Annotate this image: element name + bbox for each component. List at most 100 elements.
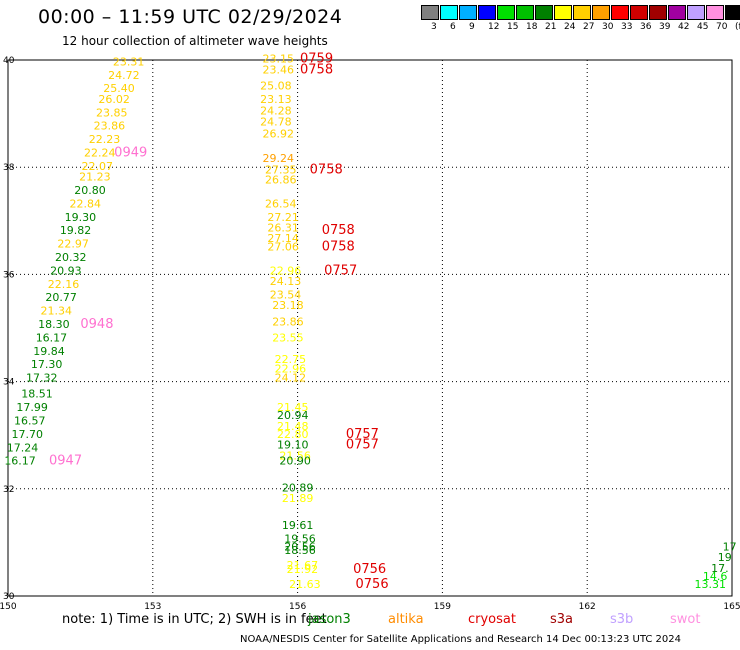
legend-swatch bbox=[649, 5, 667, 20]
wave-height-label: 23.15 bbox=[263, 53, 295, 66]
legend-label: 42 bbox=[678, 22, 690, 32]
lat-tick-label: 40 bbox=[3, 56, 15, 66]
wave-height-label: 23.46 bbox=[263, 63, 295, 76]
pass-time-label: 0947 bbox=[49, 454, 82, 469]
wave-height-label: 19.84 bbox=[33, 345, 65, 358]
pass-time-label: 0756 bbox=[353, 562, 386, 577]
wave-height-label: 18.56 bbox=[284, 544, 316, 557]
pass-time-label: 0758 bbox=[300, 62, 333, 77]
wave-height-label: 27.14 bbox=[267, 232, 299, 245]
wave-height-label: 20.80 bbox=[74, 184, 106, 197]
legend-swatch bbox=[668, 5, 686, 20]
wave-height-label: 21.63 bbox=[289, 578, 321, 591]
wave-height-label: 23.86 bbox=[272, 315, 304, 328]
lon-tick-label: 156 bbox=[289, 602, 306, 612]
wave-height-label: 26.02 bbox=[98, 93, 130, 106]
wave-height-label: 25.40 bbox=[103, 82, 135, 95]
legend-label: (ft) bbox=[735, 22, 740, 32]
wave-height-label: 22.07 bbox=[82, 160, 114, 173]
page-title: 00:00 – 11:59 UTC 02/29/2024 bbox=[38, 6, 343, 28]
pass-time-label: 0758 bbox=[322, 239, 355, 254]
wave-height-label: 23.85 bbox=[96, 106, 128, 119]
wave-height-label: 26.54 bbox=[265, 197, 297, 210]
wave-height-label: 23.54 bbox=[270, 289, 302, 302]
wave-height-label: 20.89 bbox=[282, 481, 314, 494]
legend-label: 27 bbox=[583, 22, 595, 32]
legend-swatch bbox=[725, 5, 740, 20]
wave-height-label: 22.97 bbox=[57, 238, 89, 251]
pass-time-label: 0758 bbox=[322, 223, 355, 238]
wave-height-label: 17 bbox=[723, 540, 737, 553]
legend-swatch bbox=[497, 5, 515, 20]
wave-height-label: 21.56 bbox=[279, 449, 311, 462]
legend-label: 36 bbox=[640, 22, 652, 32]
legend-label: 30 bbox=[602, 22, 614, 32]
page-subtitle: 12 hour collection of altimeter wave hei… bbox=[62, 34, 328, 48]
footer-credit: NOAA/NESDIS Center for Satellite Applica… bbox=[240, 634, 682, 645]
wave-height-label: 26.86 bbox=[265, 173, 297, 186]
wave-height-label: 21.48 bbox=[277, 420, 309, 433]
wave-height-label: 14.6 bbox=[703, 570, 728, 583]
wave-height-label: 23.55 bbox=[272, 331, 304, 344]
legend-swatch bbox=[535, 5, 553, 20]
lat-tick-label: 36 bbox=[3, 270, 15, 280]
wave-height-label: 17.70 bbox=[12, 428, 44, 441]
lat-tick-label: 32 bbox=[3, 485, 14, 495]
lat-tick-label: 38 bbox=[3, 163, 15, 173]
satellite-label-jason3: jason3 bbox=[308, 612, 351, 627]
legend-swatch bbox=[421, 5, 439, 20]
satellite-label-swot: swot bbox=[670, 612, 701, 627]
wave-height-label: 20.93 bbox=[50, 264, 82, 277]
wave-height-label: 21.92 bbox=[287, 563, 319, 576]
wave-height-label: 26.31 bbox=[267, 222, 299, 235]
satellite-label-altika: altika bbox=[388, 612, 424, 627]
wave-height-label: 16.17 bbox=[36, 331, 68, 344]
legend-label: 45 bbox=[697, 22, 709, 32]
wave-height-label: 22.24 bbox=[84, 146, 116, 159]
wave-height-label: 26.92 bbox=[263, 128, 295, 141]
wave-height-label: 23.13 bbox=[260, 93, 292, 106]
wave-height-label: 27.21 bbox=[267, 211, 299, 224]
wave-height-label: 22.16 bbox=[48, 278, 80, 291]
wave-height-label: 22.96 bbox=[275, 362, 307, 375]
lat-tick-label: 34 bbox=[3, 378, 15, 388]
wave-height-label: 17.24 bbox=[7, 441, 39, 454]
wave-height-label: 24.12 bbox=[275, 372, 307, 385]
wave-height-label: 21.23 bbox=[79, 171, 111, 184]
wave-height-label: 22.23 bbox=[89, 133, 121, 146]
wave-height-label: 27.35 bbox=[265, 164, 297, 177]
wave-height-label: 21.67 bbox=[287, 559, 319, 572]
wave-height-label: 16.57 bbox=[14, 414, 46, 427]
legend-label: 6 bbox=[450, 22, 456, 32]
wave-height-label: 24.78 bbox=[260, 115, 292, 128]
wave-height-label: 23.86 bbox=[94, 120, 126, 133]
wave-height-label: 24.28 bbox=[260, 105, 292, 118]
wave-height-label: 22.96 bbox=[270, 264, 302, 277]
legend-label: 21 bbox=[545, 22, 557, 32]
legend-swatch bbox=[573, 5, 591, 20]
wave-height-label: 23.18 bbox=[272, 299, 304, 312]
wave-height-label: 17.30 bbox=[31, 358, 63, 371]
legend-swatch bbox=[516, 5, 534, 20]
pass-time-label: 0756 bbox=[356, 577, 389, 592]
wave-height-label: 24.13 bbox=[270, 275, 302, 288]
pass-time-label: 0757 bbox=[324, 263, 357, 278]
wave-height-label: 17. bbox=[711, 562, 729, 575]
wave-height-label: 13.31 bbox=[695, 578, 727, 591]
wave-height-label: 25.08 bbox=[260, 79, 292, 92]
legend-swatch bbox=[706, 5, 724, 20]
wave-height-label: 24.72 bbox=[108, 69, 140, 82]
legend-swatch bbox=[630, 5, 648, 20]
wave-height-label: 17.32 bbox=[26, 372, 58, 385]
wave-height-label: 20.32 bbox=[55, 251, 87, 264]
pass-time-label: 0948 bbox=[80, 317, 113, 332]
wave-height-label: 20.90 bbox=[279, 455, 311, 468]
wave-height-label: 21.45 bbox=[277, 401, 309, 414]
wave-height-label: 22.80 bbox=[277, 428, 309, 441]
wave-height-label: 20.56 bbox=[284, 540, 316, 553]
wave-height-label: 20.77 bbox=[45, 291, 77, 304]
legend-label: 24 bbox=[564, 22, 576, 32]
pass-time-label: 0949 bbox=[114, 145, 147, 160]
wave-height-label: 27.06 bbox=[267, 240, 299, 253]
wave-height-label: 19.10 bbox=[277, 439, 309, 452]
